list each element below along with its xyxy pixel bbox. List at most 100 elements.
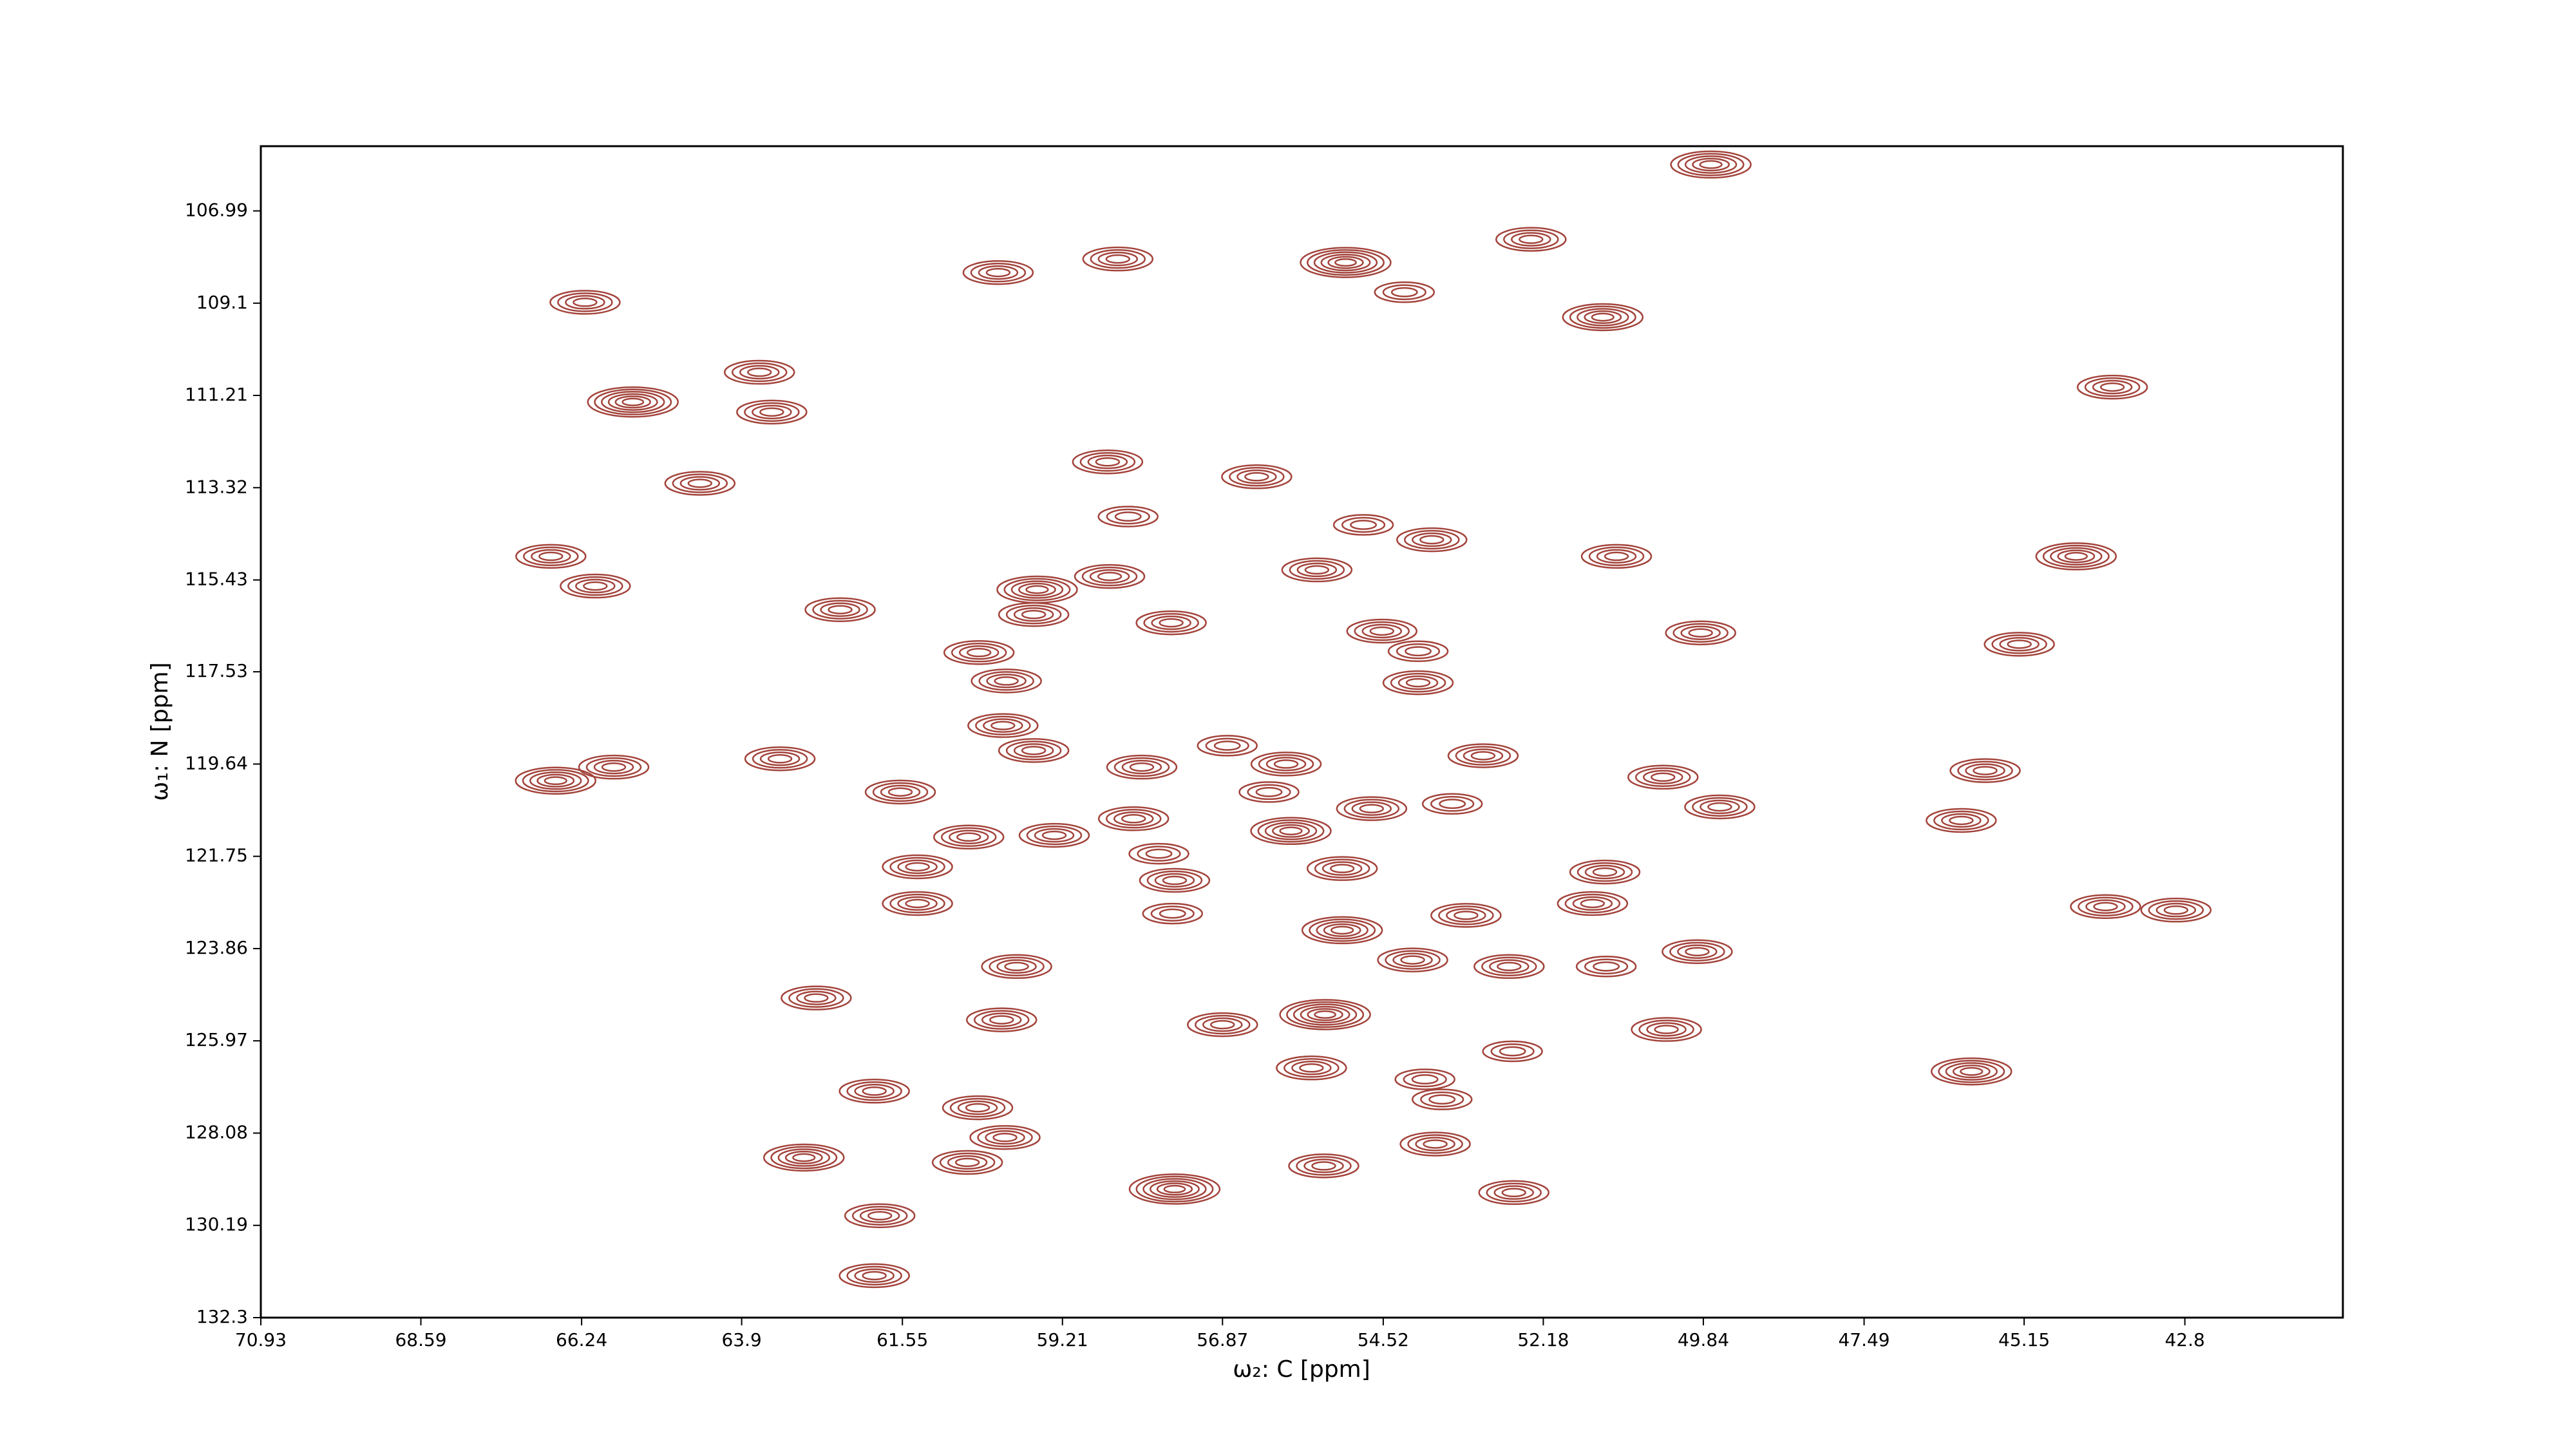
contour-ring xyxy=(1396,527,1468,553)
contour-ring xyxy=(1089,569,1130,584)
contour-ring xyxy=(1430,795,1475,812)
contour-ring xyxy=(1577,862,1633,882)
contour-ring xyxy=(1999,637,2040,652)
contour-ring xyxy=(1399,1132,1471,1157)
contour-ring xyxy=(1145,848,1173,859)
contour-ring xyxy=(1387,640,1449,662)
contour-ring xyxy=(969,1125,1041,1150)
contour-ring xyxy=(1455,746,1511,766)
contour-ring xyxy=(933,824,1005,850)
contour-ring xyxy=(1113,757,1170,777)
contour-ring xyxy=(1082,246,1154,272)
contour-ring xyxy=(1279,826,1303,836)
contour-ring xyxy=(985,267,1011,278)
contour-ring xyxy=(1446,908,1486,923)
contour-ring xyxy=(2076,374,2148,400)
contour-ring xyxy=(2070,894,2141,920)
contour-ring xyxy=(1415,1137,1455,1151)
contour-ring xyxy=(1562,303,1644,332)
contour-ring xyxy=(1255,786,1283,797)
contour-ring xyxy=(1250,752,1322,777)
contour-ring xyxy=(1490,1043,1535,1059)
contour-ring xyxy=(1960,1066,1984,1076)
contour-ring xyxy=(1323,923,1361,937)
contour-ring xyxy=(880,784,921,800)
contour-ring xyxy=(664,471,736,496)
contour-ring xyxy=(1135,610,1207,636)
contour-ring xyxy=(1604,551,1629,562)
contour-ring xyxy=(1677,944,1718,959)
contour-ring xyxy=(1137,846,1181,862)
contour-ring xyxy=(1638,1019,1694,1039)
contour-ring xyxy=(1973,766,1998,775)
contour-ring xyxy=(2163,905,2189,915)
y-tick-label: 123.86 xyxy=(185,937,248,958)
x-axis-label: ω₂: C [ppm] xyxy=(1233,1356,1370,1383)
contour-ring xyxy=(1688,628,1713,638)
contour-ring xyxy=(1692,157,1730,172)
contour-ring xyxy=(2155,902,2197,918)
contour-ring xyxy=(1420,1091,1464,1108)
contour-ring xyxy=(1952,1065,1991,1079)
contour-ring xyxy=(905,862,930,872)
contour-ring xyxy=(1382,670,1454,696)
contour-ring xyxy=(889,893,945,914)
contour-ring xyxy=(1021,746,1046,755)
contour-ring xyxy=(1351,801,1392,816)
contour-ring xyxy=(1945,1062,1998,1081)
contour-ring xyxy=(1591,312,1615,322)
contour-ring xyxy=(1301,916,1383,945)
y-tick-label: 119.64 xyxy=(185,752,248,773)
contour-ring xyxy=(862,1271,887,1281)
contour-ring xyxy=(724,359,795,385)
x-tick-label: 49.84 xyxy=(1678,1329,1729,1350)
contour-ring xyxy=(1482,1040,1543,1063)
contour-ring xyxy=(947,1155,988,1170)
contour-ring xyxy=(1106,754,1178,780)
contour-ring xyxy=(1121,759,1162,775)
contour-ring xyxy=(882,854,953,880)
contour-ring xyxy=(1421,793,1483,815)
contour-ring xyxy=(838,1263,910,1289)
contour-ring xyxy=(1018,582,1056,597)
contour-ring xyxy=(1341,516,1386,533)
x-tick-label: 66.24 xyxy=(556,1329,607,1350)
contour-ring xyxy=(1150,905,1195,922)
contour-ring xyxy=(1079,451,1136,472)
contour-ring xyxy=(1300,247,1392,278)
contour-ring xyxy=(1074,564,1146,589)
contour-ring xyxy=(1026,825,1083,846)
contour-ring xyxy=(1438,905,1494,925)
contour-ring xyxy=(1316,921,1368,940)
contour-ring xyxy=(1299,1063,1324,1073)
contour-ring xyxy=(2050,547,2103,566)
contour-ring xyxy=(998,738,1070,763)
contour-ring xyxy=(587,386,679,418)
contour-ring xyxy=(1439,799,1466,810)
x-tick-label: 42.8 xyxy=(2164,1329,2204,1350)
contour-ring xyxy=(1146,870,1203,891)
contour-ring xyxy=(1281,557,1353,583)
contour-ring xyxy=(672,473,728,493)
contour-ring xyxy=(975,715,1031,735)
contour-ring xyxy=(1135,1175,1214,1203)
y-axis-label: ω₁: N [ppm] xyxy=(147,662,173,800)
contour-ring xyxy=(804,993,829,1003)
contour-ring xyxy=(1665,620,1736,645)
contour-ring xyxy=(1662,939,1733,964)
contour-ring xyxy=(1097,571,1122,582)
contour-ring xyxy=(1677,153,1745,176)
contour-ring xyxy=(1247,784,1291,800)
x-tick-label: 52.18 xyxy=(1517,1329,1569,1350)
contour-ring xyxy=(949,1097,1006,1118)
contour-ring xyxy=(1646,1022,1687,1037)
contour-ring xyxy=(687,478,713,488)
contour-ring xyxy=(1501,1188,1526,1198)
contour-ring xyxy=(973,1010,1030,1030)
contour-ring xyxy=(981,954,1052,980)
contour-ring xyxy=(523,546,579,567)
contour-ring xyxy=(515,766,597,795)
contour-ring xyxy=(970,262,1027,283)
